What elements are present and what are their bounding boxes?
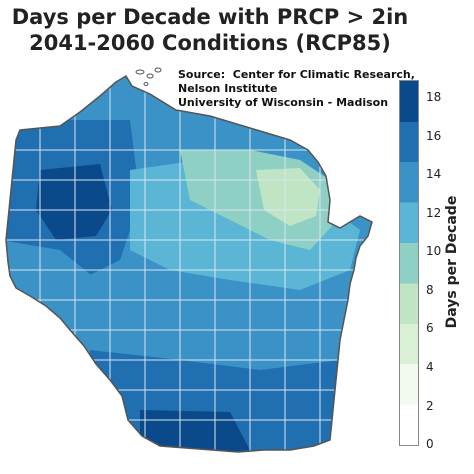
colorbar-tick-8: 8: [426, 283, 434, 297]
region-northeast-light: [256, 168, 320, 226]
region-northwest-core: [36, 164, 112, 240]
state-outline: [5, 74, 373, 453]
source-line-3: University of Wisconsin - Madison: [178, 96, 389, 109]
colorbar-tick-12: 12: [426, 206, 442, 220]
colorbar-tick-18: 18: [426, 90, 442, 104]
source-line-2: Nelson Institute: [178, 82, 278, 95]
colorbar-tick-10: 10: [426, 244, 442, 258]
title-line-2: 2041-2060 Conditions (RCP85): [29, 31, 391, 55]
colorbar-tick-0: 0: [426, 437, 434, 451]
source-note: Source: Center for Climatic Research, Nel…: [178, 68, 415, 110]
map-title: Days per Decade with PRCP > 2in 2041-206…: [0, 4, 420, 56]
colorbar-tick-6: 6: [426, 321, 434, 335]
colorbar-tick-2: 2: [426, 399, 434, 413]
title-line-1: Days per Decade with PRCP > 2in: [11, 5, 409, 29]
colorbar-tick-4: 4: [426, 360, 434, 374]
colorbar-label: Days per Decade: [444, 195, 460, 329]
colorbar-tick-14: 14: [426, 167, 442, 181]
apostle-islands: [135, 67, 162, 86]
source-line-1: Source: Center for Climatic Research,: [178, 68, 415, 81]
county-borders: [6, 76, 372, 452]
colorbar: [399, 80, 419, 446]
colorbar-tick-16: 16: [426, 129, 442, 143]
